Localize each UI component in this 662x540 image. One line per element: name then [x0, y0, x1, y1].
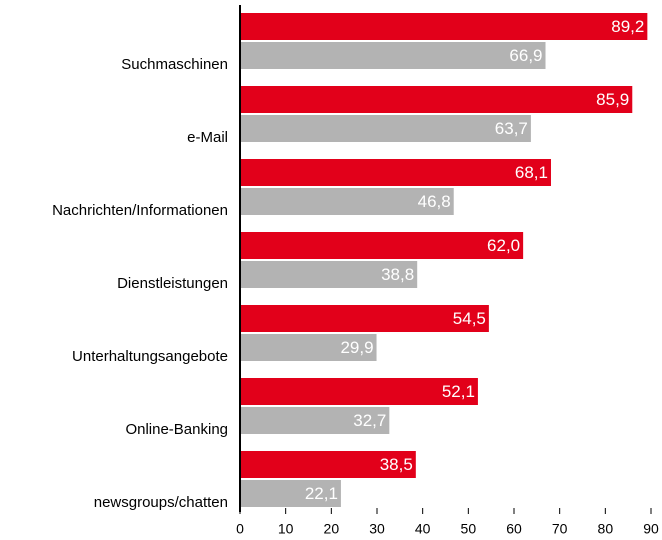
- bar: [240, 115, 531, 142]
- bar: [240, 334, 377, 361]
- x-tick-label: 0: [236, 521, 244, 537]
- bar: [240, 188, 454, 215]
- value-label: 66,9: [509, 46, 542, 65]
- value-label: 32,7: [353, 411, 386, 430]
- value-label: 85,9: [596, 90, 629, 109]
- value-label: 38,5: [380, 455, 413, 474]
- x-tick-label: 40: [415, 521, 431, 537]
- x-tick-label: 90: [643, 521, 659, 537]
- bar: [240, 451, 416, 478]
- value-label: 68,1: [515, 163, 548, 182]
- bar: [240, 305, 489, 332]
- bar: [240, 261, 418, 288]
- bar: [240, 480, 341, 507]
- x-tick-label: 20: [324, 521, 340, 537]
- category-label: Dienstleistungen: [117, 275, 228, 292]
- bar: [240, 42, 546, 69]
- category-label: Online-Banking: [125, 421, 228, 438]
- value-label: 54,5: [453, 309, 486, 328]
- x-tick-label: 70: [552, 521, 568, 537]
- x-tick-label: 30: [369, 521, 385, 537]
- value-label: 22,1: [305, 484, 338, 503]
- value-label: 46,8: [418, 192, 451, 211]
- bar: [240, 232, 524, 259]
- bar: [240, 86, 633, 113]
- category-label: Unterhaltungsangebote: [72, 348, 228, 365]
- bar: [240, 407, 390, 434]
- x-tick-label: 50: [461, 521, 477, 537]
- bar: [240, 13, 648, 40]
- value-label: 29,9: [340, 338, 373, 357]
- value-label: 89,2: [611, 17, 644, 36]
- category-label: newsgroups/chatten: [94, 494, 228, 511]
- category-label: e-Mail: [187, 129, 228, 146]
- x-tick-label: 80: [598, 521, 614, 537]
- value-label: 63,7: [495, 119, 528, 138]
- value-label: 62,0: [487, 236, 520, 255]
- x-tick-label: 60: [506, 521, 522, 537]
- value-label: 38,8: [381, 265, 414, 284]
- category-label: Nachrichten/Informationen: [52, 202, 228, 219]
- bar: [240, 159, 551, 186]
- x-tick-label: 10: [278, 521, 294, 537]
- value-label: 52,1: [442, 382, 475, 401]
- category-label: Suchmaschinen: [121, 56, 228, 73]
- bar: [240, 378, 478, 405]
